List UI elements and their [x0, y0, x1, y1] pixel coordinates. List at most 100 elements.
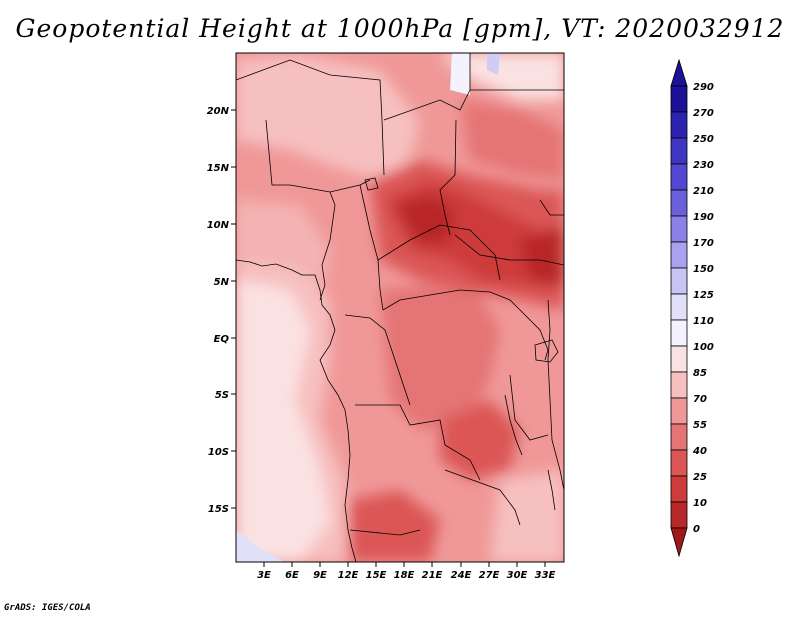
colorbar-label: 170 [693, 238, 714, 249]
colorbar-label: 110 [693, 316, 714, 327]
field-band-110-southwest [236, 280, 330, 562]
land-boundaries [236, 53, 564, 562]
field-band-85-north [236, 55, 420, 180]
colorbar-label: 0 [693, 524, 700, 535]
colorbar-swatch [670, 241, 688, 269]
field-band-125-north [487, 53, 500, 75]
lake-tanganyika [504, 394, 523, 456]
x-tick-label: 15E [366, 570, 387, 581]
colorbar-top-arrow [670, 58, 688, 87]
y-axis [231, 109, 236, 509]
colorbar-label: 85 [693, 368, 707, 379]
field-band-85-southeast [490, 470, 564, 562]
colorbar-labels: 290 270 250 230 210 190 170 150 125 110 … [692, 82, 714, 535]
border-drc-west [344, 314, 411, 406]
x-tick-label: 21E [422, 570, 443, 581]
map-title: Geopotential Height at 1000hPa [gpm], VT… [15, 14, 785, 43]
colorbar-label: 40 [692, 446, 707, 457]
field-band-55-northeast [460, 100, 564, 180]
border-car-drc [377, 224, 501, 281]
colorbar-label: 125 [693, 290, 714, 301]
colorbar-swatch [670, 319, 688, 347]
field-band-100-northeast [440, 53, 564, 100]
x-axis-labels: 3E 6E 9E 12E 15E 18E 21E 24E 27E 30E 33E [257, 570, 555, 581]
border-drc-south [355, 404, 481, 481]
colorbar-swatch [670, 189, 688, 217]
y-tick-label: 10S [208, 447, 229, 458]
colorbar-swatch [670, 267, 688, 295]
border-drc-north [382, 289, 521, 311]
colorbar-swatch [670, 293, 688, 321]
border-south-sudan [454, 234, 564, 266]
colorbar-swatch [670, 449, 688, 477]
border-egypt [469, 53, 564, 91]
colorbar-label: 10 [693, 498, 707, 509]
x-tick-label: 12E [338, 570, 359, 581]
coastline-east-africa [547, 299, 564, 491]
colorbar-label: 55 [693, 420, 707, 431]
border-angola-namibia [349, 529, 421, 536]
coastline-west-africa [236, 259, 357, 562]
height-field [236, 53, 564, 562]
colorbar-label: 190 [693, 212, 714, 223]
x-tick-label: 30E [507, 570, 528, 581]
colorbar-swatch [670, 345, 688, 373]
y-tick-label: 15N [207, 163, 230, 174]
colorbar-label: 25 [693, 472, 707, 483]
y-tick-label: 20N [207, 106, 230, 117]
y-tick-label: 5N [214, 277, 230, 288]
colorbar-label: 150 [693, 264, 714, 275]
colorbar-swatch [670, 475, 688, 503]
field-band-55-central [380, 285, 500, 430]
colorbar-swatch [670, 423, 688, 451]
colorbar-label: 230 [693, 160, 714, 171]
colorbar-bottom-arrow [670, 527, 688, 558]
border-chad-sudan [439, 119, 457, 236]
colorbar-swatch [670, 371, 688, 399]
border-niger-nigeria [265, 119, 371, 193]
colorbar-label: 270 [693, 108, 714, 119]
field-band-110-north [450, 53, 470, 95]
x-axis [263, 562, 546, 567]
x-tick-label: 18E [394, 570, 415, 581]
border-mali-algeria [236, 59, 385, 176]
colorbar-label: 70 [693, 394, 707, 405]
colorbar-swatch [670, 137, 688, 165]
y-tick-label: 5S [215, 390, 229, 401]
x-tick-label: 24E [451, 570, 472, 581]
map-frame [235, 52, 565, 563]
credit-label: GrADS: IGES/COLA [4, 603, 91, 613]
y-tick-label: 10N [207, 220, 230, 231]
field-band-10-core-east [520, 225, 564, 285]
field-band-40-southwest [350, 490, 440, 562]
y-axis-labels: 20N 15N 10N 5N EQ 5S 10S 15S [207, 106, 230, 515]
border-tanzania [509, 374, 549, 441]
colorbar-swatch [670, 501, 688, 529]
colorbar-swatch [670, 85, 688, 113]
x-tick-label: 27E [479, 570, 500, 581]
colorbar-swatch [670, 397, 688, 425]
x-tick-label: 3E [257, 570, 271, 581]
colorbar-label: 250 [693, 134, 714, 145]
colorbar-label: 100 [693, 342, 714, 353]
lake-victoria [534, 339, 559, 363]
field-band-40-south [440, 400, 520, 480]
colorbar-label: 210 [693, 186, 714, 197]
border-uganda-kenya [519, 309, 549, 361]
colorbar-swatch [670, 111, 688, 139]
colorbar-swatch [670, 163, 688, 191]
border-zambia [444, 469, 521, 526]
border-ethiopia [539, 199, 564, 216]
field-band-125-southwest [236, 530, 285, 562]
field-band-10-core [395, 195, 455, 245]
x-tick-label: 6E [285, 570, 299, 581]
colorbar-label: 290 [693, 82, 714, 93]
x-tick-label: 9E [313, 570, 327, 581]
colorbar-swatch [670, 215, 688, 243]
lake-chad [364, 177, 379, 191]
y-tick-label: 15S [208, 504, 229, 515]
lake-malawi [547, 469, 556, 511]
y-tick-label: EQ [214, 334, 230, 345]
colorbar [670, 58, 688, 558]
